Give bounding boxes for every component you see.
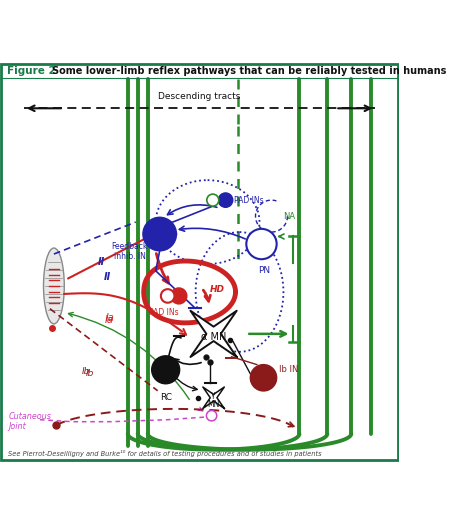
- Text: Ia: Ia: [105, 313, 114, 323]
- Circle shape: [161, 289, 174, 303]
- Circle shape: [152, 356, 180, 384]
- Circle shape: [219, 193, 233, 208]
- Circle shape: [171, 288, 187, 304]
- Polygon shape: [191, 311, 237, 357]
- Circle shape: [143, 217, 176, 251]
- Polygon shape: [203, 387, 224, 409]
- Text: Ia: Ia: [105, 315, 113, 325]
- Circle shape: [250, 365, 277, 391]
- Text: Feedback
inhib. IN: Feedback inhib. IN: [111, 242, 148, 261]
- Text: See Pierrot-Deseilligny and Burke¹⁰ for details of testing procedures and of stu: See Pierrot-Deseilligny and Burke¹⁰ for …: [8, 451, 322, 457]
- Text: γ
MN: γ MN: [208, 390, 220, 409]
- Text: II: II: [98, 257, 105, 267]
- Text: Ib IN: Ib IN: [280, 365, 299, 374]
- Text: NA: NA: [283, 212, 296, 221]
- Text: PAD INs: PAD INs: [234, 195, 264, 204]
- Text: Cutaneous
Joint: Cutaneous Joint: [9, 412, 52, 431]
- Text: Descending tracts: Descending tracts: [158, 92, 241, 101]
- Text: PAD INs: PAD INs: [149, 308, 179, 317]
- Text: Ib: Ib: [82, 367, 90, 376]
- Text: HD: HD: [210, 285, 225, 293]
- Text: Figure 2: Figure 2: [7, 66, 56, 76]
- Circle shape: [207, 194, 219, 206]
- Text: Ib: Ib: [86, 369, 94, 378]
- Ellipse shape: [44, 248, 64, 324]
- Circle shape: [246, 229, 277, 259]
- Text: Some lower-limb reflex pathways that can be reliably tested in humans: Some lower-limb reflex pathways that can…: [52, 66, 447, 76]
- Text: PN: PN: [259, 266, 271, 276]
- Text: II: II: [104, 272, 111, 282]
- Text: α MN: α MN: [201, 332, 226, 342]
- Text: RC: RC: [160, 392, 172, 401]
- Circle shape: [206, 410, 217, 421]
